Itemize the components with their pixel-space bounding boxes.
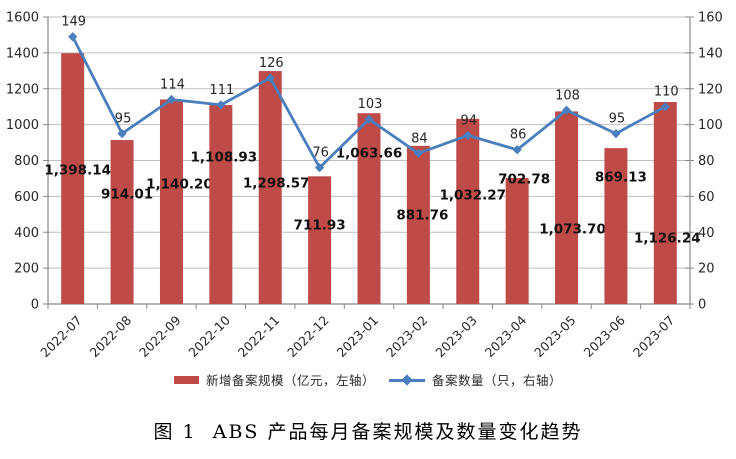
- bar-2022-09: [159, 99, 183, 304]
- line-marker-2022-11: [265, 73, 275, 83]
- line-marker-2022-07: [68, 32, 78, 42]
- bar-value-label-2022-11: 1,298.57: [243, 176, 310, 192]
- left-axis-tick-label: 600: [14, 190, 39, 205]
- bar-value-label-2023-03: 1,032.27: [439, 188, 506, 204]
- line-marker-2022-08: [117, 128, 127, 139]
- x-axis-label-2023-07: 2023-07: [630, 313, 678, 361]
- chart-legend: 新增备案规模（亿元，左轴） 备案数量（只，右轴）: [0, 370, 736, 389]
- bar-2022-11: [258, 71, 282, 305]
- line-value-label-2022-09: 114: [160, 78, 185, 93]
- left-axis-tick-label: 1600: [6, 11, 39, 26]
- bar-value-label-2023-05: 1,073.70: [539, 222, 606, 238]
- line-marker-2022-12: [315, 163, 325, 173]
- bar-2023-05: [555, 111, 579, 304]
- right-axis-tick-label: 40: [698, 226, 715, 241]
- legend-item-bar-series: 新增备案规模（亿元，左轴）: [173, 370, 375, 389]
- bar-2023-01: [357, 113, 381, 304]
- x-axis-label-2023-03: 2023-03: [432, 313, 480, 361]
- x-axis-label-2022-08: 2022-08: [87, 312, 135, 360]
- left-axis-tick-label: 0: [31, 298, 39, 313]
- bar-2022-08: [110, 140, 134, 304]
- bar-series-swatch-icon: [173, 375, 199, 384]
- bar-value-label-2022-07: 1,398.14: [44, 163, 111, 179]
- right-axis-tick-label: 60: [698, 190, 715, 205]
- line-marker-2023-02: [413, 148, 423, 158]
- left-axis-tick-label: 800: [14, 154, 39, 169]
- line-marker-2022-10: [216, 100, 226, 110]
- bar-2022-07: [61, 53, 85, 305]
- x-axis-label-2023-02: 2023-02: [383, 313, 431, 361]
- x-axis-label-2022-12: 2022-12: [284, 313, 332, 361]
- figure-caption: 图 1 ABS 产品每月备案规模及数量变化趋势: [153, 421, 583, 443]
- right-axis-tick-label: 120: [698, 82, 723, 97]
- x-axis-label-2023-06: 2023-06: [581, 312, 629, 360]
- line-value-label-2022-07: 149: [61, 15, 86, 30]
- right-axis-tick-label: 100: [698, 118, 723, 133]
- legend-item-line-series: 备案数量（只，右轴）: [389, 370, 562, 389]
- bar-value-label-2022-09: 1,140.20: [146, 177, 213, 193]
- line-value-label-2022-12: 76: [312, 146, 329, 161]
- line-value-label-2023-06: 95: [609, 112, 626, 127]
- bar-2023-04: [505, 177, 529, 304]
- left-axis-tick-label: 1200: [6, 82, 39, 97]
- left-axis-tick-label: 200: [14, 262, 39, 277]
- left-axis-tick-label: 400: [14, 226, 39, 241]
- line-marker-2023-03: [463, 130, 473, 140]
- abs-monthly-chart: 0 0 200 20 400 40 600 60 800 80 1000 100 1200 120 1400…: [0, 11, 736, 389]
- x-axis-label-2023-05: 2023-05: [531, 313, 579, 361]
- line-value-label-2022-10: 111: [209, 83, 234, 98]
- line-value-label-2022-08: 95: [115, 112, 132, 127]
- bar-2023-07: [653, 101, 677, 304]
- line-series-swatch-icon: [389, 373, 425, 386]
- right-axis-tick-label: 140: [698, 46, 723, 61]
- line-value-label-2022-11: 126: [259, 56, 284, 71]
- left-axis-tick-label: 1000: [6, 118, 39, 133]
- line-marker-2023-06: [611, 128, 621, 139]
- line-value-label-2023-01: 103: [358, 97, 383, 112]
- bar-value-label-2022-10: 1,108.93: [191, 150, 258, 166]
- left-axis-tick-label: 1400: [6, 46, 39, 61]
- line-marker-2022-09: [166, 94, 177, 105]
- line-value-label-2023-07: 110: [654, 85, 679, 100]
- line-series-diamond-marker-icon: [401, 373, 413, 386]
- chart-canvas: 0 0 200 20 400 40 600 60 800 80 1000 100 1200 120 1400…: [6, 11, 723, 361]
- line-value-label-2023-02: 84: [411, 131, 428, 146]
- bar-value-label-2023-01: 1,063.66: [336, 146, 403, 162]
- line-marker-2023-04: [512, 145, 522, 155]
- x-axis-label-2022-09: 2022-09: [136, 312, 184, 360]
- line-marker-2023-07: [660, 102, 670, 112]
- x-axis-label-2022-07: 2022-07: [37, 313, 85, 361]
- line-value-label-2023-03: 94: [460, 113, 477, 128]
- bar-value-label-2022-12: 711.93: [294, 218, 346, 234]
- right-axis-tick-label: 160: [698, 11, 723, 26]
- line-value-label-2023-05: 108: [555, 88, 580, 103]
- bar-2022-10: [209, 105, 233, 304]
- x-axis-label-2022-11: 2022-11: [235, 313, 283, 361]
- line-marker-2023-01: [364, 114, 374, 124]
- bar-2023-06: [604, 148, 628, 304]
- x-axis-label-2022-10: 2022-10: [185, 312, 233, 360]
- bar-2023-02: [406, 145, 430, 304]
- right-axis-tick-label: 20: [698, 262, 715, 277]
- line-marker-2023-05: [561, 105, 572, 115]
- bar-value-label-2023-07: 1,126.24: [634, 231, 701, 247]
- bar-2022-12: [308, 176, 332, 304]
- line-value-label-2023-04: 86: [510, 128, 527, 143]
- bar-2023-03: [456, 118, 480, 304]
- bar-value-label-2023-02: 881.76: [396, 208, 448, 224]
- bar-value-label-2023-04: 702.78: [498, 172, 550, 188]
- x-axis-label-2023-01: 2023-01: [334, 313, 382, 361]
- legend-label-bar-series: 新增备案规模（亿元，左轴）: [205, 373, 375, 388]
- bar-value-label-2023-06: 869.13: [595, 170, 647, 186]
- x-axis-label-2023-04: 2023-04: [482, 312, 530, 360]
- right-axis-tick-label: 80: [698, 154, 715, 169]
- bar-value-label-2022-08: 914.01: [101, 187, 153, 203]
- right-axis-tick-label: 0: [698, 298, 706, 313]
- legend-label-line-series: 备案数量（只，右轴）: [432, 373, 563, 388]
